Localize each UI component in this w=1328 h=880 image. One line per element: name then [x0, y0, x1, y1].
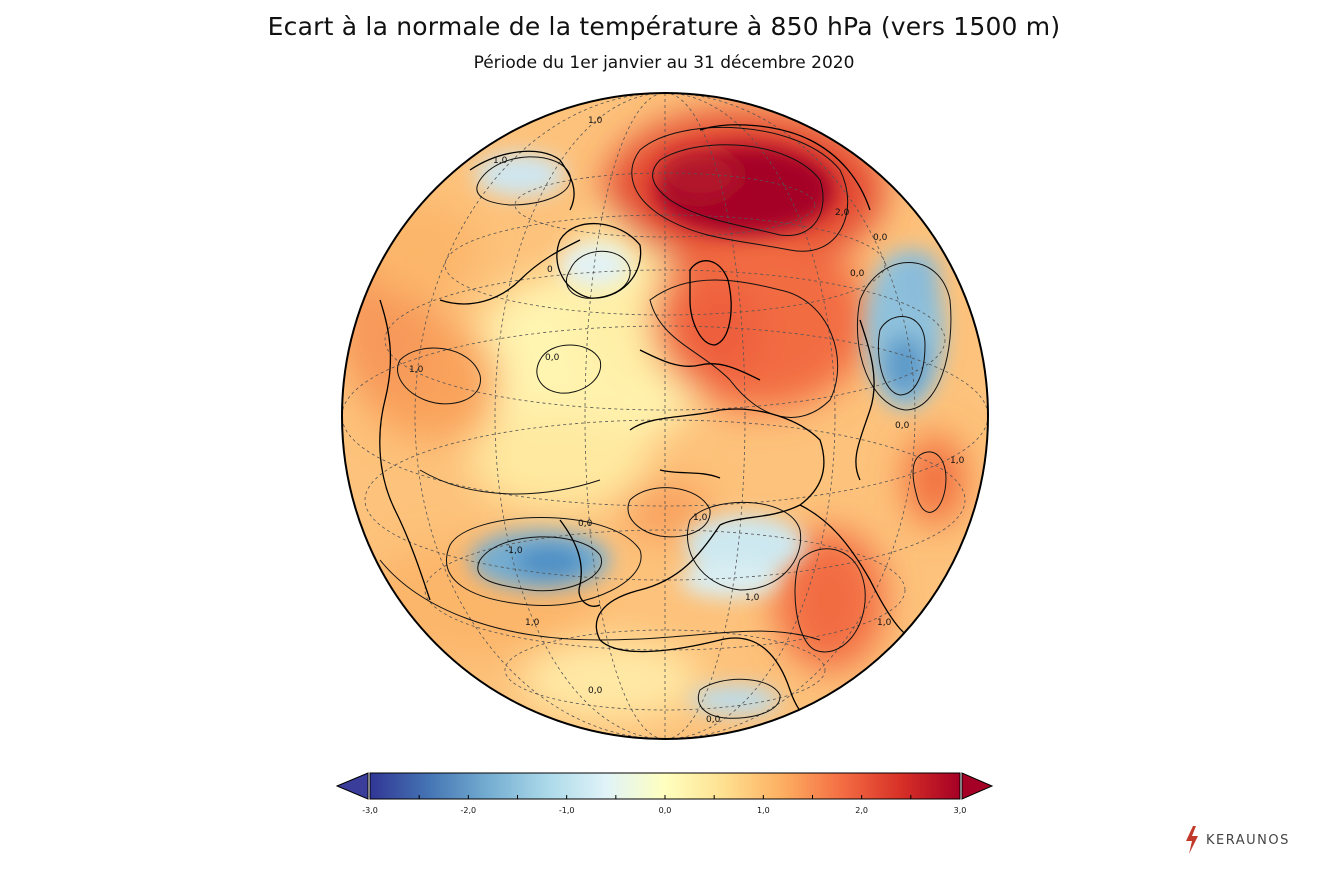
contour-label: -1,0 [505, 546, 523, 556]
colorbar-low-extend [335, 772, 369, 800]
colorbar-tick-label: 2,0 [855, 806, 868, 815]
contour-label: 1,0 [693, 513, 708, 523]
contour-label: 0,0 [850, 269, 865, 279]
contour-label: 1,0 [745, 593, 760, 603]
contour-label: 2,0 [835, 208, 850, 218]
contour-label: 1,0 [525, 618, 540, 628]
contour-label: 0,0 [895, 421, 910, 431]
contour-label: 0,0 [706, 715, 721, 725]
contour-label: 1,0 [950, 456, 965, 466]
graticule [342, 93, 988, 739]
colorbar-tick-label: 0,0 [659, 806, 672, 815]
contour-label: 0,0 [578, 519, 593, 529]
keraunos-logo: KERAUNOS [1184, 826, 1290, 854]
map-title: Ecart à la normale de la température à 8… [267, 12, 1061, 41]
colorbar-tick-label: -1,0 [559, 806, 575, 815]
contour-label: 0,0 [545, 353, 560, 363]
colorbar-tick-label: 3,0 [954, 806, 967, 815]
contour-label: 0,0 [873, 233, 888, 243]
contour-label: 1,0 [409, 365, 424, 375]
logo-text: KERAUNOS [1206, 832, 1290, 848]
contour-label: 0 [547, 265, 553, 275]
colorbar-tick-label: -2,0 [461, 806, 477, 815]
contour-label: 0,0 [588, 686, 603, 696]
contour-label: 1,0 [588, 116, 603, 126]
globe-outline [341, 92, 989, 740]
contour-labels: 1,0 1,0 2,0 0,0 0,0 0 0,0 0,0 1,0 1,0 0,… [409, 116, 965, 725]
colorbar-tick-label: -3,0 [362, 806, 378, 815]
colorbar-tick-label: 1,0 [757, 806, 770, 815]
colorbar-ticks: -3,0 -2,0 -1,0 0,0 1,0 2,0 3,0 [362, 795, 966, 815]
colorbar-high-extend [961, 772, 994, 800]
map-subtitle: Période du 1er janvier au 31 décembre 20… [473, 53, 855, 73]
coastlines [379, 124, 931, 727]
contour-label: 1,0 [493, 156, 508, 166]
contour-label: 1,0 [877, 618, 892, 628]
lightning-bolt-icon [1186, 826, 1198, 854]
colorbar-bar [369, 772, 961, 800]
